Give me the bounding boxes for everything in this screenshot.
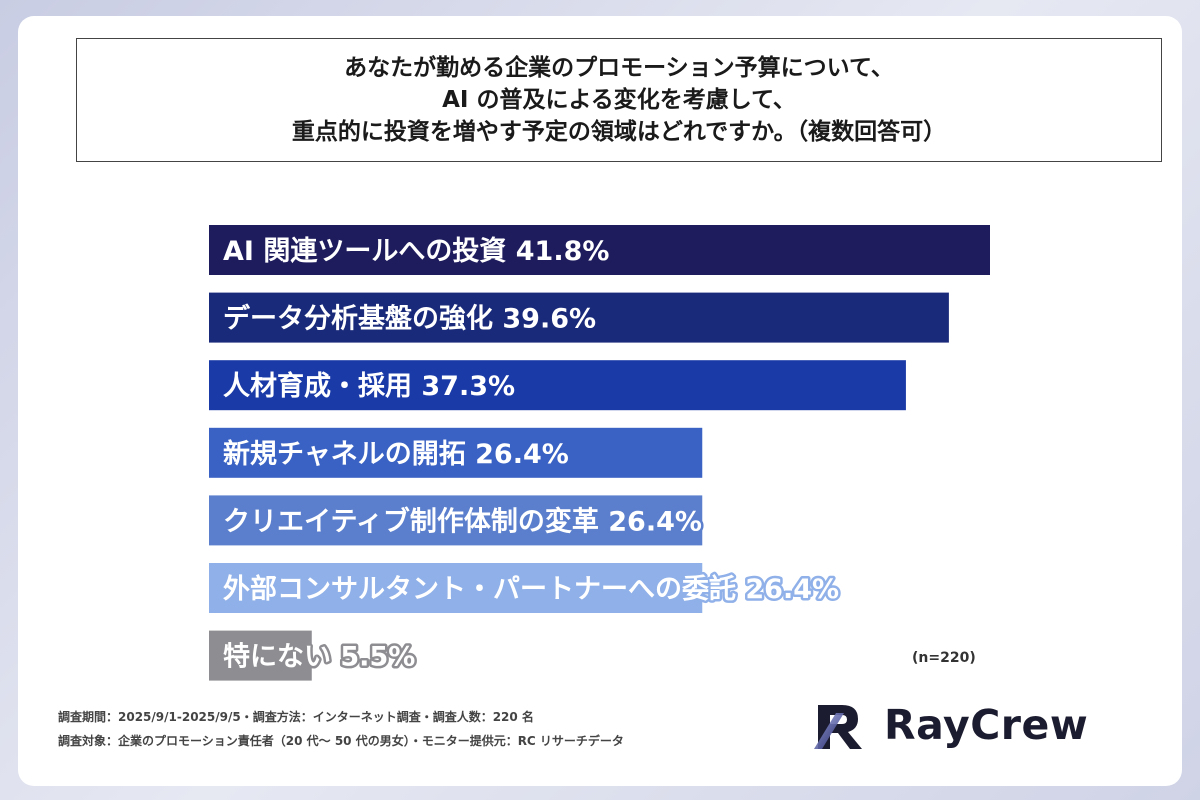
bar-label-4: クリエイティブ制作体制の変革 26.4% bbox=[223, 505, 702, 537]
bar-label-5: 外部コンサルタント・パートナーへの委託 26.4% bbox=[223, 573, 839, 605]
chart-title-line-3: 重点的に投資を増やす予定の領域はどれですか。（複数回答可） bbox=[291, 119, 947, 145]
bar-4 bbox=[209, 495, 703, 546]
bar-5 bbox=[209, 563, 703, 613]
footer-survey-target: 調査対象：企業のプロモーション責任者（20 代～ 50 代の男女）・モニター提供… bbox=[58, 734, 624, 748]
bar-label-0: AI 関連ツールへの投資 41.8% bbox=[223, 236, 609, 267]
bar-3 bbox=[209, 427, 703, 478]
raycrew-logo-text: RayCrew bbox=[884, 701, 1089, 749]
chart-title-line-2: AI の普及による変化を考慮して、 bbox=[442, 87, 796, 113]
raycrew-logo: RayCrew bbox=[812, 692, 1112, 758]
footer-survey-info: 調査期間：2025/9/1-2025/9/5・調査方法：インターネット調査・調査… bbox=[58, 710, 534, 724]
bar-label-6: 特にない 5.5% bbox=[223, 642, 415, 673]
bar-2 bbox=[209, 360, 906, 411]
chart-title-box: あなたが勤める企業のプロモーション予算について、 AI の普及による変化を考慮し… bbox=[76, 38, 1162, 162]
sample-size-label: (n=220) bbox=[912, 650, 976, 666]
chart-title-line-1: あなたが勤める企業のプロモーション予算について、 bbox=[344, 55, 894, 81]
bar-label-2: 人材育成・採用 37.3% bbox=[223, 370, 515, 402]
raycrew-logo-icon bbox=[814, 705, 862, 749]
bar-0 bbox=[209, 225, 990, 275]
bar-6 bbox=[209, 630, 312, 681]
bar-1 bbox=[209, 292, 949, 343]
bar-label-3: 新規チャネルの開拓 26.4% bbox=[223, 438, 569, 470]
bar-label-1: データ分析基盤の強化 39.6% bbox=[223, 303, 596, 335]
